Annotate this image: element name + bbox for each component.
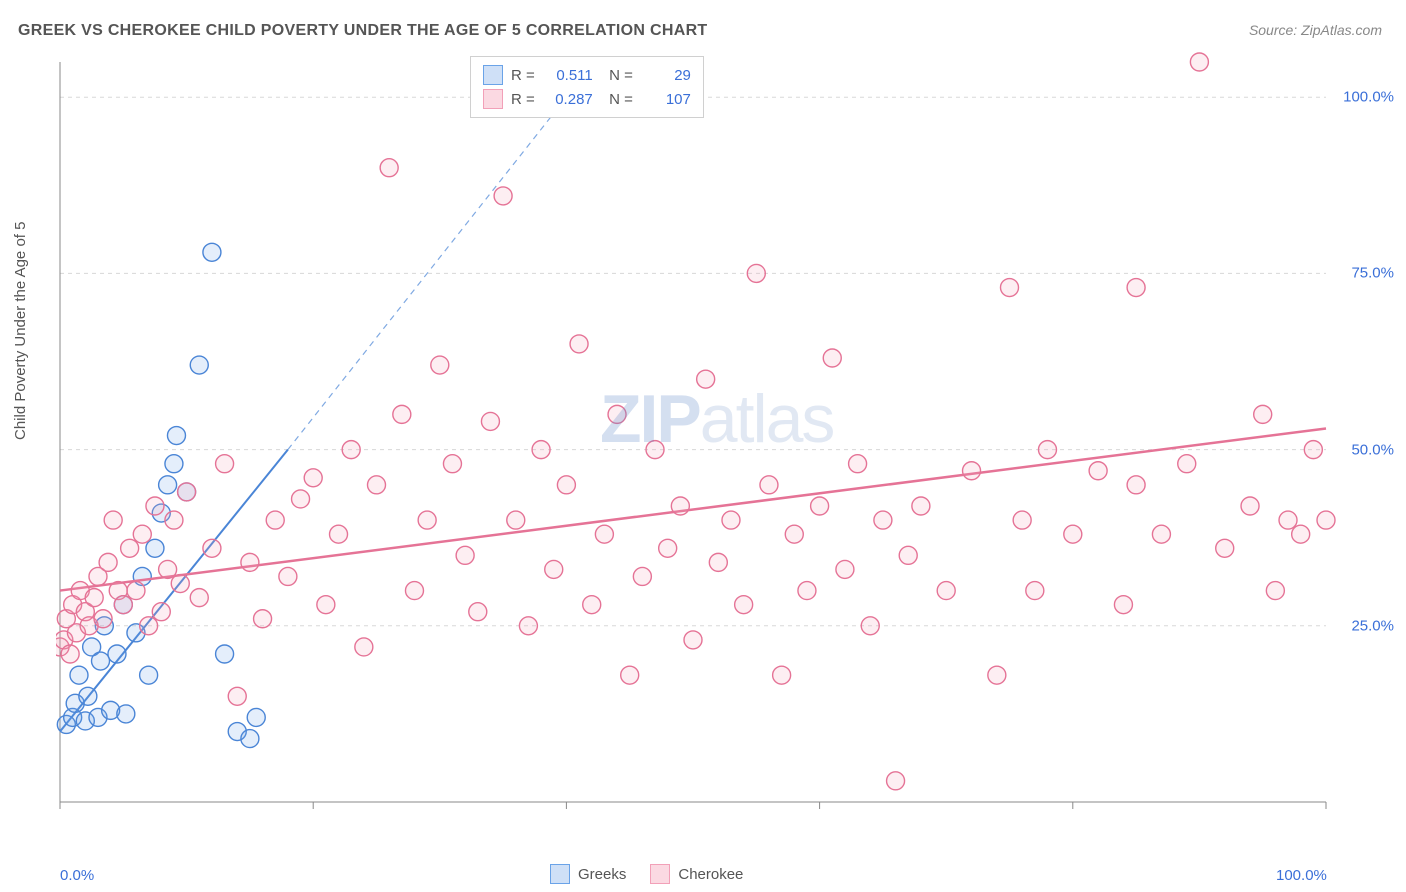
legend-r-label: R = bbox=[511, 91, 535, 108]
y-tick-label: 75.0% bbox=[1351, 265, 1394, 282]
legend-item-label: Cherokee bbox=[678, 866, 743, 883]
legend-r-value: 0.511 bbox=[543, 67, 593, 84]
legend-row-greeks: R = 0.511 N = 29 bbox=[483, 63, 691, 87]
x-tick-label: 0.0% bbox=[60, 867, 94, 884]
legend-swatch-icon bbox=[650, 864, 670, 884]
legend-n-value: 29 bbox=[641, 67, 691, 84]
chart-container: GREEK VS CHEROKEE CHILD POVERTY UNDER TH… bbox=[0, 0, 1406, 892]
legend-item-greeks: Greeks bbox=[550, 864, 626, 884]
y-tick-label: 50.0% bbox=[1351, 441, 1394, 458]
y-tick-label: 100.0% bbox=[1343, 89, 1394, 106]
legend-r-value: 0.287 bbox=[543, 91, 593, 108]
legend-n-label: N = bbox=[601, 67, 633, 84]
legend-swatch-icon bbox=[550, 864, 570, 884]
legend-swatch-icon bbox=[483, 89, 503, 109]
correlation-legend: R = 0.511 N = 29 R = 0.287 N = 107 bbox=[470, 56, 704, 118]
legend-n-value: 107 bbox=[641, 91, 691, 108]
x-tick-label: 100.0% bbox=[1276, 867, 1327, 884]
legend-swatch-icon bbox=[483, 65, 503, 85]
y-axis-label: Child Poverty Under the Age of 5 bbox=[12, 222, 29, 440]
legend-item-label: Greeks bbox=[578, 866, 626, 883]
scatter-chart bbox=[56, 52, 1386, 832]
legend-r-label: R = bbox=[511, 67, 535, 84]
legend-n-label: N = bbox=[601, 91, 633, 108]
y-tick-label: 25.0% bbox=[1351, 617, 1394, 634]
legend-row-cherokee: R = 0.287 N = 107 bbox=[483, 87, 691, 111]
legend-item-cherokee: Cherokee bbox=[650, 864, 743, 884]
series-legend: Greeks Cherokee bbox=[550, 864, 743, 884]
source-attribution: Source: ZipAtlas.com bbox=[1249, 22, 1382, 38]
chart-title: GREEK VS CHEROKEE CHILD POVERTY UNDER TH… bbox=[18, 22, 708, 40]
